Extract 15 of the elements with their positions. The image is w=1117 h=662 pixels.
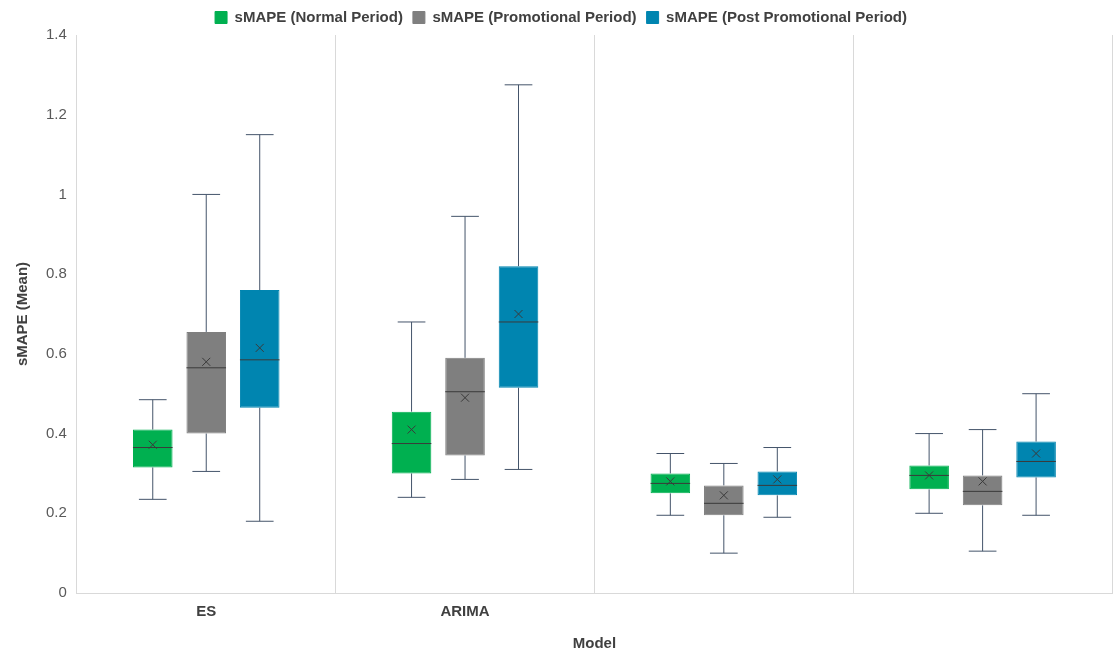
- y-tick-label: 1.2: [45, 104, 67, 122]
- x-tick-label: ES: [196, 602, 217, 620]
- legend-label: sMAPE (Normal Period): [234, 7, 403, 25]
- y-tick-label: 0.4: [45, 423, 67, 441]
- y-tick-label: 0.6: [45, 344, 67, 361]
- legend-label: sMAPE (Promotional Period): [432, 7, 637, 25]
- x-tick-label: ARIMA: [440, 602, 490, 620]
- y-tick-label: 1: [58, 184, 67, 202]
- y-tick-label: 0.2: [45, 503, 67, 521]
- y-tick-label: 0: [58, 583, 67, 601]
- x-axis-title: Model: [572, 634, 617, 652]
- y-tick-label: 1.4: [45, 25, 67, 43]
- legend-label: sMAPE (Post Promotional Period): [666, 7, 907, 25]
- y-tick-label: 0.8: [45, 264, 67, 282]
- y-axis-title: sMAPE (Mean): [13, 261, 31, 367]
